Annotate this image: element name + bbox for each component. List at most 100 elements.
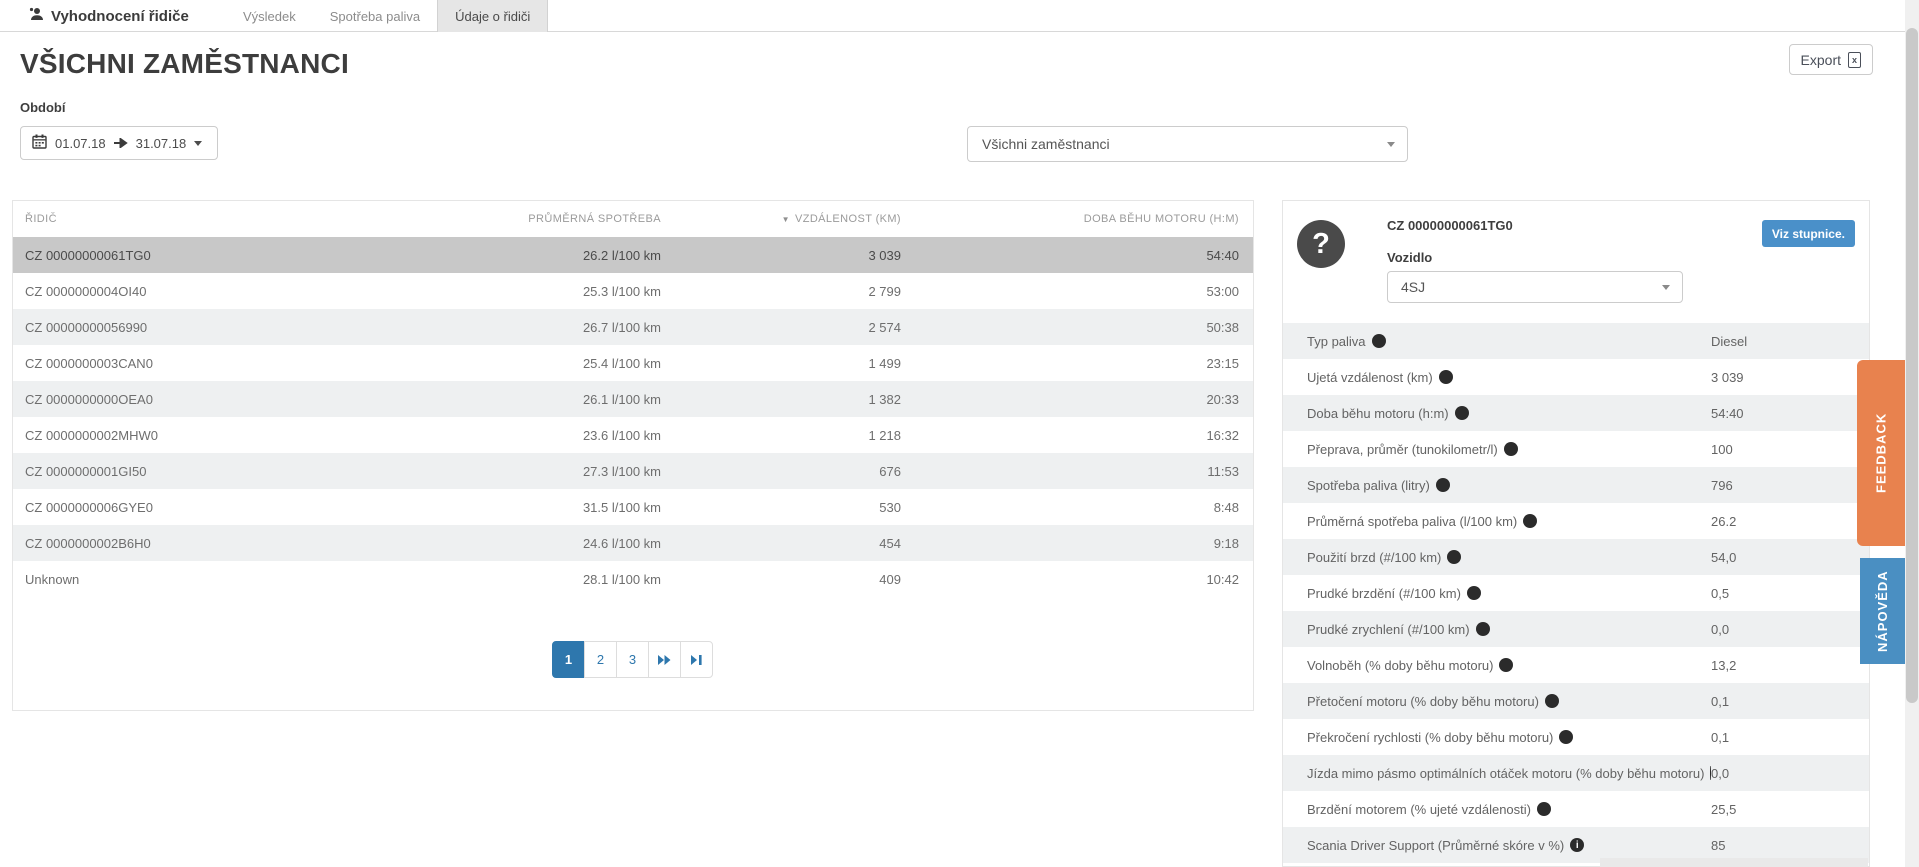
question-mark-icon: ? bbox=[1312, 227, 1330, 260]
date-from: 01.07.18 bbox=[55, 135, 106, 151]
driver-id-cell: CZ 00000000061TG0 bbox=[25, 247, 151, 263]
drivers-table-card: ŘIDIČ PRŮMĚRNÁ SPOTŘEBA ▼ VZDÁLENOST (KM… bbox=[12, 200, 1254, 711]
driver-hours-cell: 20:33 bbox=[1206, 391, 1239, 407]
driver-distance-cell: 454 bbox=[879, 535, 901, 551]
detail-row-label: Prudké zrychlení (#/100 km) bbox=[1307, 621, 1470, 637]
column-header-driver[interactable]: ŘIDIČ bbox=[25, 213, 57, 225]
info-icon[interactable] bbox=[1454, 406, 1469, 420]
driver-id-cell: CZ 00000000056990 bbox=[25, 319, 148, 335]
feedback-side-tab[interactable]: FEEDBACK bbox=[1857, 360, 1905, 546]
pagination-page-button[interactable]: 1 bbox=[552, 641, 585, 678]
detail-row: Volnoběh (% doby běhu motoru) 13,2 bbox=[1283, 647, 1869, 683]
info-icon[interactable] bbox=[1499, 658, 1514, 672]
topbar-tab-0[interactable]: Výsledek bbox=[243, 8, 296, 24]
table-row[interactable]: CZ 0000000006GYE0 31.5 l/100 km 530 8:48 bbox=[13, 489, 1253, 525]
info-icon[interactable]: i bbox=[1570, 838, 1585, 852]
table-row[interactable]: CZ 0000000001GI50 27.3 l/100 km 676 11:5… bbox=[13, 453, 1253, 489]
pagination-page-button[interactable]: 3 bbox=[616, 641, 649, 678]
detail-row-value: 25,5 bbox=[1711, 801, 1737, 817]
pagination-page-button[interactable]: 2 bbox=[584, 641, 617, 678]
page-title: VŠICHNI ZAMĚSTNANCI bbox=[20, 48, 349, 79]
info-icon[interactable] bbox=[1371, 334, 1386, 348]
driver-distance-cell: 676 bbox=[879, 463, 901, 479]
last-page-icon bbox=[691, 654, 702, 665]
vehicle-select[interactable]: 4SJ bbox=[1387, 271, 1683, 303]
detail-row-value: 0,0 bbox=[1711, 621, 1730, 637]
brand-label: Vyhodnocení řidiče bbox=[51, 7, 189, 25]
detail-row-label: Scania Driver Support (Průměrné skóre v … bbox=[1307, 837, 1565, 853]
info-icon[interactable] bbox=[1503, 442, 1518, 456]
driver-hours-cell: 9:18 bbox=[1213, 535, 1239, 551]
table-row[interactable]: CZ 00000000061TG0 26.2 l/100 km 3 039 54… bbox=[13, 237, 1253, 273]
chevron-down-icon bbox=[1387, 142, 1395, 147]
table-row[interactable]: CZ 00000000056990 26.7 l/100 km 2 574 50… bbox=[13, 309, 1253, 345]
pagination-fast-forward-button[interactable] bbox=[648, 641, 681, 678]
table-row[interactable]: CZ 0000000002B6H0 24.6 l/100 km 454 9:18 bbox=[13, 525, 1253, 561]
detail-row-label: Prudké brzdění (#/100 km) bbox=[1307, 585, 1461, 601]
topbar-tabs: Výsledek Spotřeba paliva Údaje o řidiči bbox=[226, 0, 549, 32]
info-icon[interactable] bbox=[1475, 622, 1490, 636]
calendar-icon bbox=[32, 134, 47, 152]
column-header-distance[interactable]: ▼ VZDÁLENOST (KM) bbox=[781, 213, 901, 225]
export-button[interactable]: Export x bbox=[1788, 44, 1873, 75]
driver-id-cell: CZ 0000000000OEA0 bbox=[25, 391, 153, 407]
info-icon[interactable] bbox=[1466, 586, 1481, 600]
driver-consumption-cell: 31.5 l/100 km bbox=[582, 499, 661, 515]
employee-filter-select[interactable]: Všichni zaměstnanci bbox=[967, 126, 1408, 162]
arrow-right-icon bbox=[113, 136, 128, 151]
table-row[interactable]: CZ 0000000003CAN0 25.4 l/100 km 1 499 23… bbox=[13, 345, 1253, 381]
driver-distance-cell: 530 bbox=[879, 499, 901, 515]
driver-hours-cell: 8:48 bbox=[1213, 499, 1239, 515]
detail-row-value: 100 bbox=[1711, 441, 1733, 457]
scrollbar-thumb[interactable] bbox=[1906, 28, 1918, 703]
info-icon[interactable] bbox=[1710, 766, 1711, 780]
pagination-last-page-button[interactable] bbox=[680, 641, 713, 678]
app-brand: Vyhodnocení řidiče bbox=[28, 0, 189, 32]
detail-row: Spotřeba paliva (litry) 796 bbox=[1283, 467, 1869, 503]
driver-hours-cell: 50:38 bbox=[1206, 319, 1239, 335]
column-header-consumption[interactable]: PRŮMĚRNÁ SPOTŘEBA bbox=[528, 213, 661, 225]
detail-row: Prudké brzdění (#/100 km) 0,5 bbox=[1283, 575, 1869, 611]
detail-row: Překročení rychlosti (% doby běhu motoru… bbox=[1283, 719, 1869, 755]
detail-row: Scania Driver Support (Průměrné skóre v … bbox=[1283, 827, 1869, 863]
drivers-table-header: ŘIDIČ PRŮMĚRNÁ SPOTŘEBA ▼ VZDÁLENOST (KM… bbox=[13, 201, 1253, 237]
page-scrollbar[interactable] bbox=[1905, 0, 1919, 867]
info-icon[interactable] bbox=[1544, 694, 1559, 708]
info-icon[interactable] bbox=[1536, 802, 1551, 816]
detail-row-label: Přeprava, průměr (tunokilometr/l) bbox=[1307, 441, 1498, 457]
driver-consumption-cell: 23.6 l/100 km bbox=[582, 427, 661, 443]
driver-consumption-cell: 26.1 l/100 km bbox=[582, 391, 661, 407]
column-header-engine-hours[interactable]: DOBA BĚHU MOTORU (H:M) bbox=[1083, 213, 1239, 225]
detail-row: Přetočení motoru (% doby běhu motoru) 0,… bbox=[1283, 683, 1869, 719]
info-icon[interactable] bbox=[1523, 514, 1538, 528]
topbar-tab-1[interactable]: Spotřeba paliva bbox=[329, 8, 421, 24]
driver-distance-cell: 409 bbox=[879, 571, 901, 587]
driver-distance-cell: 2 574 bbox=[868, 319, 901, 335]
detail-row-value: 0,0 bbox=[1711, 765, 1730, 781]
info-icon[interactable] bbox=[1435, 478, 1450, 492]
detail-row-label: Průměrná spotřeba paliva (l/100 km) bbox=[1307, 513, 1518, 529]
driver-person-icon bbox=[28, 6, 44, 26]
topbar-tab-2[interactable]: Údaje o řidiči bbox=[437, 0, 549, 32]
date-range-picker[interactable]: 01.07.18 31.07.18 bbox=[20, 126, 218, 160]
vehicle-value: 4SJ bbox=[1401, 279, 1426, 295]
see-scale-button[interactable]: Viz stupnice. bbox=[1761, 220, 1855, 247]
detail-row-label: Doba běhu motoru (h:m) bbox=[1307, 405, 1449, 421]
info-icon[interactable] bbox=[1447, 550, 1462, 564]
table-row[interactable]: CZ 0000000000OEA0 26.1 l/100 km 1 382 20… bbox=[13, 381, 1253, 417]
driver-detail-card: ? CZ 00000000061TG0 Vozidlo 4SJ Viz stup… bbox=[1282, 200, 1870, 867]
table-row[interactable]: CZ 0000000002MHW0 23.6 l/100 km 1 218 16… bbox=[13, 417, 1253, 453]
table-row[interactable]: CZ 0000000004OI40 25.3 l/100 km 2 799 53… bbox=[13, 273, 1253, 309]
detail-row: Jízda mimo pásmo optimálních otáček moto… bbox=[1283, 755, 1869, 791]
driver-consumption-cell: 25.4 l/100 km bbox=[582, 355, 661, 371]
detail-row: Průměrná spotřeba paliva (l/100 km) 26.2 bbox=[1283, 503, 1869, 539]
info-icon[interactable] bbox=[1559, 730, 1574, 744]
detail-row-label: Jízda mimo pásmo optimálních otáček moto… bbox=[1307, 765, 1705, 781]
help-side-tab[interactable]: NÁPOVĚDA bbox=[1860, 558, 1905, 664]
detail-row-value: 0,1 bbox=[1711, 693, 1730, 709]
info-icon[interactable] bbox=[1438, 370, 1453, 384]
excel-file-icon: x bbox=[1848, 51, 1861, 68]
table-row[interactable]: Unknown 28.1 l/100 km 409 10:42 bbox=[13, 561, 1253, 597]
detail-row-value: 85 bbox=[1711, 837, 1726, 853]
